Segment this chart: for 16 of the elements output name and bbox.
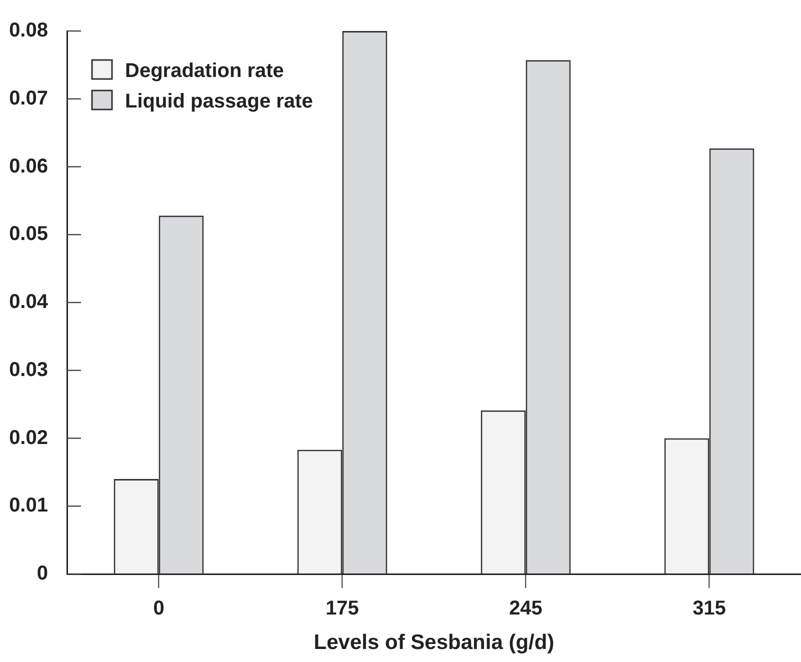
- y-tick-label: 0.02: [9, 426, 48, 449]
- y-tick-label: 0.01: [9, 494, 48, 517]
- y-tick-label: 0: [36, 562, 48, 585]
- x-tick-label: 0: [153, 598, 164, 620]
- legend-label: Liquid passage rate: [125, 90, 313, 113]
- y-tick-label: 0.05: [9, 223, 48, 246]
- y-tick-label: 0.04: [9, 291, 49, 314]
- x-tick-label: 245: [509, 598, 542, 620]
- x-tick-label: 175: [326, 598, 359, 620]
- legend-label: Degradation rate: [125, 60, 284, 82]
- y-tick-label: 0.03: [9, 358, 48, 381]
- y-tick-label: 0.06: [9, 155, 48, 178]
- x-tick-label: 315: [692, 598, 726, 620]
- y-tick-label: 0.07: [9, 87, 48, 110]
- x-axis-title: Levels of Sesbania (g/d): [314, 631, 554, 654]
- y-tick-label: 0.08: [9, 20, 48, 42]
